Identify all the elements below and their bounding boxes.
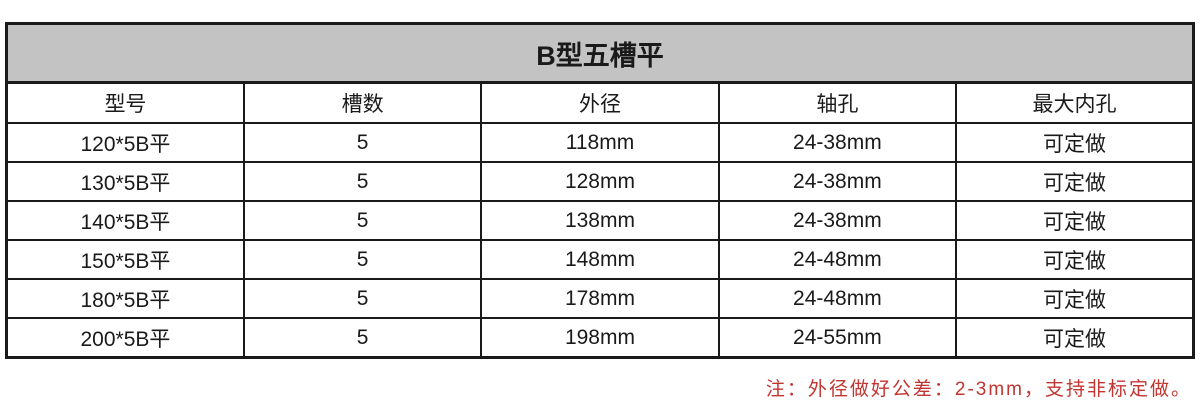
table-cell: 120*5B平 [4, 122, 245, 163]
table-cell: 24-48mm [717, 278, 958, 319]
table-cell: 5 [242, 278, 483, 319]
table-cell: 可定做 [955, 161, 1196, 202]
table-cell: 180*5B平 [4, 278, 245, 319]
table-cell: 24-38mm [717, 161, 958, 202]
table-cell: 24-38mm [717, 200, 958, 241]
table-cell: 5 [242, 239, 483, 280]
table-cell: 140*5B平 [4, 200, 245, 241]
table-cell: 5 [242, 161, 483, 202]
table-title: B型五槽平 [5, 22, 1195, 84]
column-header-model: 型号 [4, 81, 245, 124]
table-cell: 130*5B平 [4, 161, 245, 202]
table-cell: 5 [242, 317, 483, 359]
table-cell: 24-48mm [717, 239, 958, 280]
table-row: 120*5B平 5 118mm 24-38mm 可定做 [4, 122, 1196, 163]
table-cell: 可定做 [955, 278, 1196, 319]
column-header-outer-diameter: 外径 [480, 81, 720, 124]
column-header-shaft-hole: 轴孔 [717, 81, 958, 124]
table-cell: 可定做 [955, 200, 1196, 241]
table-cell: 5 [242, 122, 483, 163]
table-row: 130*5B平 5 128mm 24-38mm 可定做 [4, 161, 1196, 202]
column-header-max-inner-hole: 最大内孔 [955, 81, 1196, 124]
table-row: 140*5B平 5 138mm 24-38mm 可定做 [4, 200, 1196, 241]
table-cell: 200*5B平 [4, 317, 245, 359]
table-cell: 24-55mm [717, 317, 958, 359]
table-title-row: B型五槽平 [5, 22, 1195, 84]
column-header-groove-count: 槽数 [242, 81, 483, 124]
table-cell: 150*5B平 [4, 239, 245, 280]
table-cell: 可定做 [955, 122, 1196, 163]
table-cell: 可定做 [955, 239, 1196, 280]
tolerance-footnote: 注：外径做好公差：2-3mm，支持非标定做。 [765, 379, 1192, 400]
table-cell: 198mm [480, 317, 720, 359]
table-row: 150*5B平 5 148mm 24-48mm 可定做 [4, 239, 1196, 280]
table-header-row: 型号 槽数 外径 轴孔 最大内孔 [4, 81, 1196, 124]
product-spec-table: B型五槽平 型号 槽数 外径 轴孔 最大内孔 120*5B平 5 118mm 2… [4, 22, 1196, 359]
table-cell: 178mm [480, 278, 720, 319]
table-cell: 128mm [480, 161, 720, 202]
table-row: 200*5B平 5 198mm 24-55mm 可定做 [4, 317, 1196, 359]
table-cell: 118mm [480, 122, 720, 163]
table-cell: 138mm [480, 200, 720, 241]
table-cell: 148mm [480, 239, 720, 280]
table-cell: 5 [242, 200, 483, 241]
table-cell: 24-38mm [717, 122, 958, 163]
table-row: 180*5B平 5 178mm 24-48mm 可定做 [4, 278, 1196, 319]
table-cell: 可定做 [955, 317, 1196, 359]
